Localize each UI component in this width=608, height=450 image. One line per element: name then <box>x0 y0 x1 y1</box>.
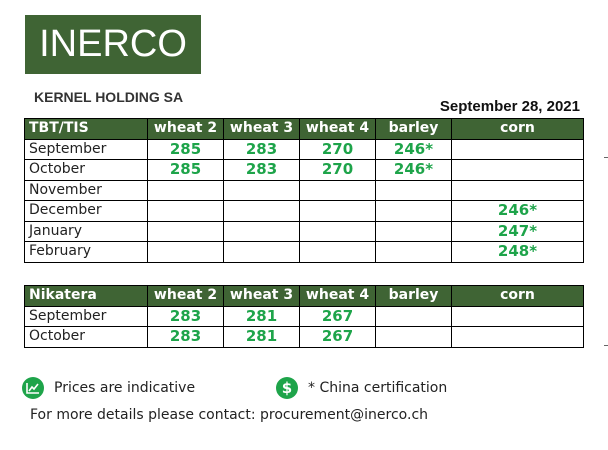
price-cell <box>147 200 224 222</box>
price-cell: 270 <box>299 138 376 160</box>
price-cell <box>375 305 452 327</box>
column-header: wheat 2 <box>147 285 224 307</box>
table-row: November <box>24 179 584 201</box>
price-cell: 281 <box>223 305 300 327</box>
price-cell: 267 <box>299 326 376 348</box>
column-header: wheat 3 <box>223 285 300 307</box>
edge-mark <box>604 345 608 346</box>
price-cell <box>223 179 300 201</box>
month-cell: September <box>24 305 148 327</box>
table-name-header: Nikatera <box>24 285 148 307</box>
inerco-logo: INERCO <box>25 15 201 74</box>
price-cell <box>223 200 300 222</box>
table-row: September 285 283 270 246* <box>24 138 584 160</box>
price-cell <box>451 159 584 181</box>
price-cell <box>299 220 376 242</box>
price-cell <box>451 305 584 327</box>
price-cell: 283 <box>223 138 300 160</box>
month-cell: February <box>24 241 148 263</box>
legend-text: Prices are indicative <box>54 380 196 396</box>
price-cell: 246* <box>375 159 452 181</box>
price-cell <box>375 241 452 263</box>
table-row: October 283 281 267 <box>24 326 584 348</box>
table-row: February 248* <box>24 241 584 263</box>
nikatera-price-table: Nikatera wheat 2 wheat 3 wheat 4 barley corn S… <box>24 285 584 348</box>
column-header: corn <box>451 285 584 307</box>
price-cell <box>375 200 452 222</box>
dollar-icon: $ <box>276 377 298 399</box>
column-header: barley <box>375 118 452 140</box>
column-header: wheat 3 <box>223 118 300 140</box>
price-cell: 248* <box>451 241 584 263</box>
table-row: December 246* <box>24 200 584 222</box>
price-cell: 281 <box>223 326 300 348</box>
legend-indicative: Prices are indicative <box>22 377 195 399</box>
price-cell: 247* <box>451 220 584 242</box>
chart-icon <box>22 377 44 399</box>
legend-text: * China certification <box>308 380 448 396</box>
column-header: corn <box>451 118 584 140</box>
month-cell: November <box>24 179 148 201</box>
price-cell: 246* <box>451 200 584 222</box>
table-name-header: TBT/TIS <box>24 118 148 140</box>
price-cell <box>451 326 584 348</box>
legend-china: $ * China certification <box>276 377 447 399</box>
price-cell <box>147 220 224 242</box>
price-cell: 283 <box>147 326 224 348</box>
price-cell <box>147 241 224 263</box>
month-cell: January <box>24 220 148 242</box>
table-row: October 285 283 270 246* <box>24 159 584 181</box>
column-header: barley <box>375 285 452 307</box>
price-cell: 285 <box>147 159 224 181</box>
price-cell <box>223 220 300 242</box>
column-header: wheat 2 <box>147 118 224 140</box>
price-cell <box>375 179 452 201</box>
column-header: wheat 4 <box>299 285 376 307</box>
price-cell: 285 <box>147 138 224 160</box>
month-cell: December <box>24 200 148 222</box>
table-row: January 247* <box>24 220 584 242</box>
column-header: wheat 4 <box>299 118 376 140</box>
logo-text: INERCO <box>39 23 187 65</box>
month-cell: September <box>24 138 148 160</box>
price-cell <box>147 179 224 201</box>
price-cell <box>223 241 300 263</box>
price-cell <box>375 326 452 348</box>
price-cell <box>299 179 376 201</box>
month-cell: October <box>24 326 148 348</box>
month-cell: October <box>24 159 148 181</box>
edge-mark <box>604 157 608 158</box>
price-cell <box>451 179 584 201</box>
price-cell: 283 <box>223 159 300 181</box>
price-cell: 246* <box>375 138 452 160</box>
contact-line: For more details please contact: procure… <box>30 407 429 423</box>
price-cell <box>375 220 452 242</box>
price-cell <box>299 200 376 222</box>
header-row: TBT/TIS wheat 2 wheat 3 wheat 4 barley corn <box>24 118 584 140</box>
price-cell: 267 <box>299 305 376 327</box>
price-cell: 283 <box>147 305 224 327</box>
price-cell: 270 <box>299 159 376 181</box>
price-date: September 28, 2021 <box>439 98 580 115</box>
company-name: KERNEL HOLDING SA <box>34 89 184 105</box>
price-cell <box>299 241 376 263</box>
table-row: September 283 281 267 <box>24 305 584 327</box>
price-cell <box>451 138 584 160</box>
tbt-tis-price-table: TBT/TIS wheat 2 wheat 3 wheat 4 barley corn Se… <box>24 118 584 263</box>
header-row: Nikatera wheat 2 wheat 3 wheat 4 barley corn <box>24 285 584 307</box>
